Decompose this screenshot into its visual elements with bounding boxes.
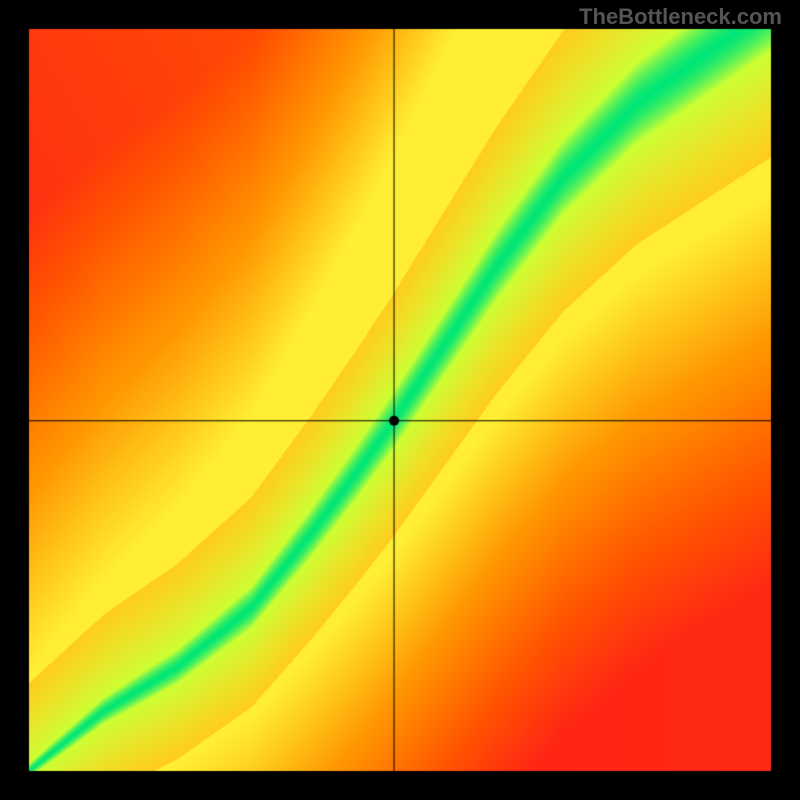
chart-container: TheBottleneck.com xyxy=(0,0,800,800)
heatmap-canvas xyxy=(0,0,800,800)
watermark-text: TheBottleneck.com xyxy=(579,4,782,30)
